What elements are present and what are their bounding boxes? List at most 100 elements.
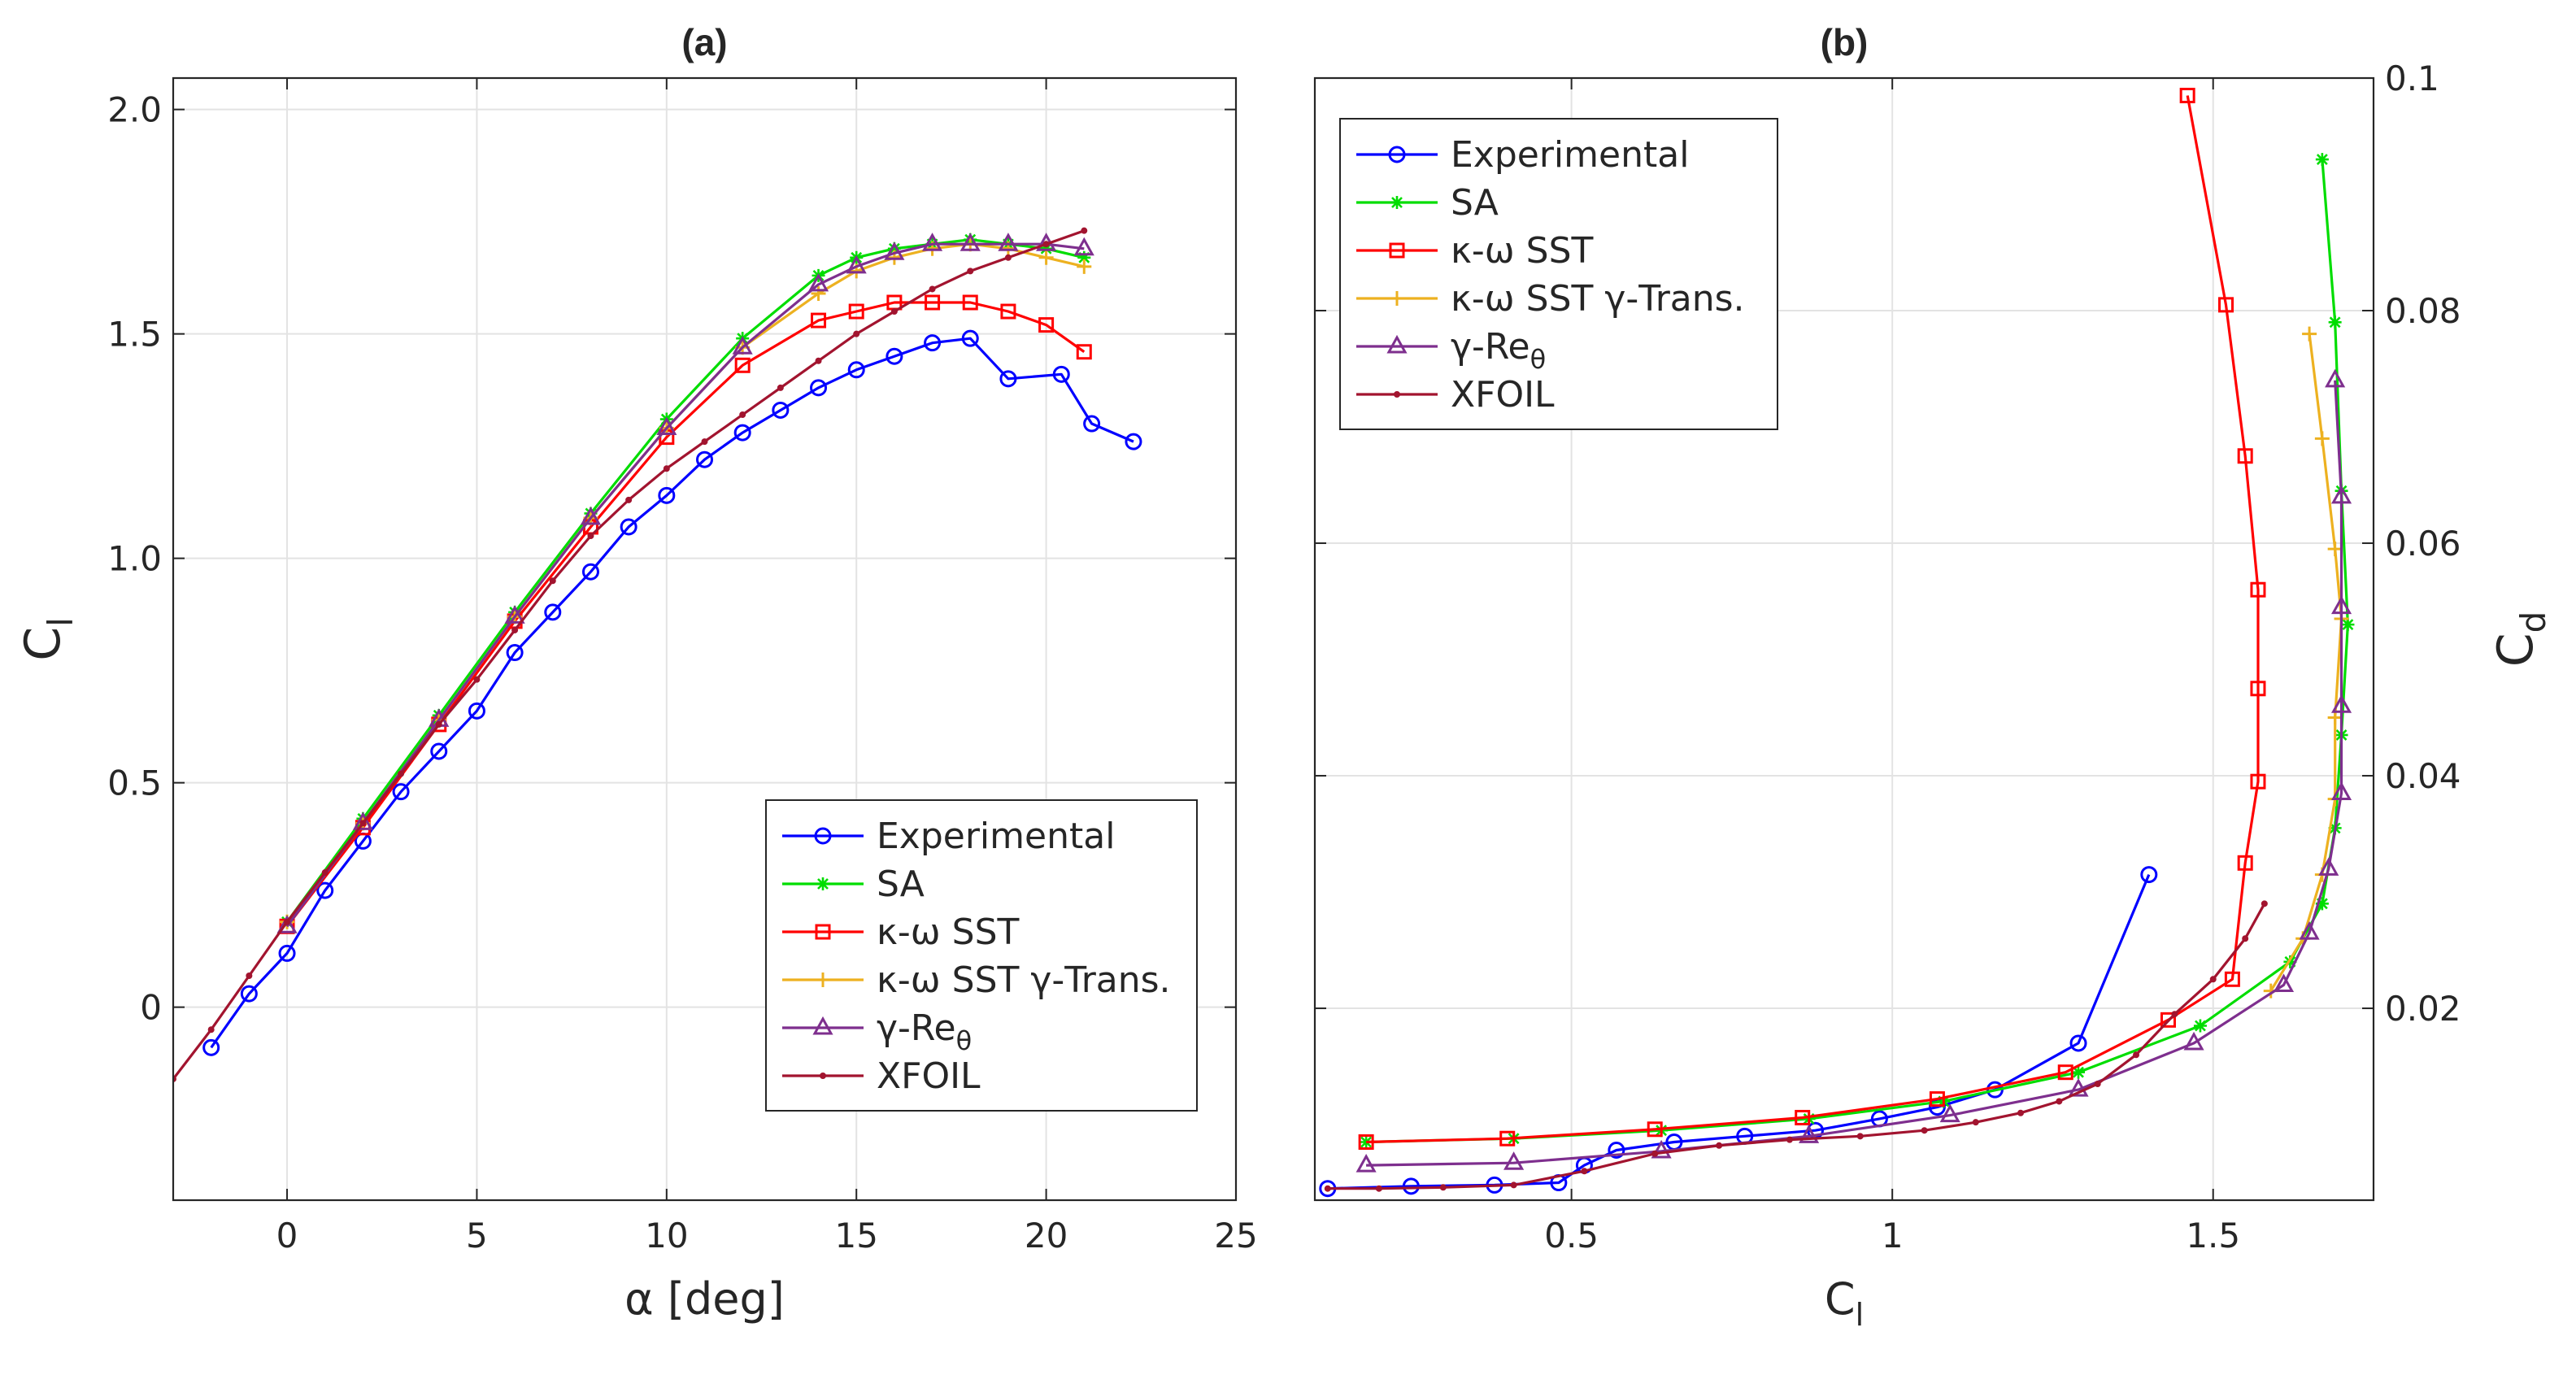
data-point-xfoil [890, 308, 898, 315]
data-point-sst [1358, 1134, 1374, 1150]
data-point-xfoil [1081, 227, 1088, 234]
x-tick-label: 1.5 [2186, 1216, 2240, 1255]
data-point-sst [2179, 87, 2195, 103]
x-axis-label-subscript: l [1856, 1297, 1865, 1333]
data-point-xfoil [1651, 1150, 1659, 1157]
data-point-sst [2237, 448, 2253, 464]
data-point-sst [1499, 1130, 1516, 1147]
legend-label-main: κ-ω SST γ-Trans. [877, 959, 1171, 1001]
data-point-xfoil [511, 626, 519, 633]
x-tick-label: 25 [1214, 1216, 1257, 1255]
data-point-sst [2224, 971, 2240, 987]
legend-label-main: γ-Re [877, 1007, 956, 1049]
data-point-experimental [1052, 365, 1070, 383]
data-point-re [2273, 973, 2295, 992]
y-tick-label: 0.5 [107, 764, 162, 803]
data-point-re [1073, 237, 1094, 256]
legend-label-main: Experimental [1451, 134, 1689, 176]
legend-label-sst-trans: κ-ω SST γ-Trans. [1451, 278, 1745, 320]
data-point-sst [2057, 1064, 2073, 1081]
data-point-experimental [658, 486, 676, 504]
legend-label-main: XFOIL [877, 1055, 981, 1097]
legend-label-main: SA [1451, 182, 1499, 224]
data-point-xfoil [1324, 1185, 1331, 1192]
data-point-sst [925, 294, 941, 311]
legend-box [1339, 118, 1778, 430]
data-point-sst [2237, 855, 2253, 871]
data-point-sst [848, 303, 864, 320]
legend-label-subscript: θ [956, 1025, 973, 1056]
data-point-xfoil [2261, 900, 2268, 907]
data-point-re [846, 255, 867, 274]
data-point-sst [2250, 581, 2266, 598]
data-point-sst [2250, 773, 2266, 790]
data-point-sst-trans [2314, 431, 2330, 446]
data-point-experimental [810, 379, 828, 397]
x-axis-label-main: C [1825, 1273, 1856, 1325]
axes-box [172, 76, 1238, 1202]
data-point-sa [1077, 250, 1091, 264]
data-point-xfoil [1921, 1127, 1928, 1134]
y-tick-label: 0 [140, 988, 162, 1028]
data-point-experimental [278, 944, 296, 962]
y-axis-label-subscript: d [2513, 611, 2553, 633]
series-line-xfoil [1327, 903, 2266, 1190]
data-point-sst-trans [1077, 259, 1092, 274]
y-tick-label: 0.04 [2385, 756, 2461, 796]
data-point-xfoil [1786, 1136, 1793, 1143]
data-point-xfoil [2209, 976, 2217, 983]
y-tick-label: 0.02 [2385, 989, 2461, 1029]
y-axis-label: Cl [15, 617, 80, 661]
data-point-sa [2328, 315, 2342, 329]
data-point-sst [1038, 317, 1055, 333]
data-point-xfoil [967, 268, 974, 275]
data-point-sa [2193, 1019, 2207, 1033]
legend: Experimental SA κ-ω SST κ-ω SST γ-Trans. γ-R… [765, 799, 1198, 1112]
x-tick-label: 5 [466, 1216, 488, 1255]
data-point-sst [811, 312, 827, 329]
data-point-sa [2072, 1065, 2086, 1079]
data-point-sst [1000, 303, 1016, 320]
data-point-re [2330, 781, 2352, 800]
legend-label-xfoil: XFOIL [1451, 374, 1555, 416]
data-point-xfoil [398, 770, 405, 777]
data-point-experimental [886, 347, 903, 365]
data-point-re [2330, 694, 2352, 713]
legend-label-xfoil: XFOIL [877, 1055, 981, 1097]
y-axis-label-subscript: l [41, 617, 80, 627]
data-point-xfoil [1439, 1184, 1447, 1191]
data-point-re [2330, 485, 2352, 504]
data-point-re [922, 233, 943, 251]
legend-label-subscript: θ [1530, 344, 1547, 375]
data-point-experimental [2069, 1034, 2087, 1052]
legend-label-sa: SA [1451, 182, 1499, 224]
data-point-xfoil [587, 533, 594, 540]
data-point-experimental [430, 742, 448, 760]
data-point-sst [1795, 1109, 1811, 1125]
legend-label-main: SA [877, 864, 925, 905]
data-point-re [959, 233, 981, 251]
data-point-re [1503, 1151, 1525, 1170]
data-point-experimental [2140, 866, 2158, 884]
data-point-sst [2250, 681, 2266, 697]
series-line-re [1366, 380, 2343, 1167]
series-line-re [285, 242, 1085, 928]
grid [1315, 77, 2374, 1200]
legend-marker-sst [1389, 242, 1405, 259]
data-point-xfoil [435, 720, 442, 728]
data-point-experimental [924, 334, 942, 352]
data-point-experimental [468, 702, 485, 720]
data-point-xfoil [853, 330, 860, 337]
data-point-xfoil [2094, 1080, 2101, 1087]
data-point-xfoil [2133, 1051, 2140, 1059]
data-point-xfoil [359, 820, 367, 827]
series-line-sst [285, 301, 1086, 928]
legend-label-experimental: Experimental [877, 816, 1115, 857]
legend-label-main: κ-ω SST [877, 912, 1020, 953]
plot-area [173, 227, 1142, 1082]
data-point-experimental [999, 370, 1017, 388]
data-point-xfoil [739, 411, 746, 418]
data-point-sa [2341, 618, 2355, 632]
data-point-sst [2160, 1012, 2176, 1028]
